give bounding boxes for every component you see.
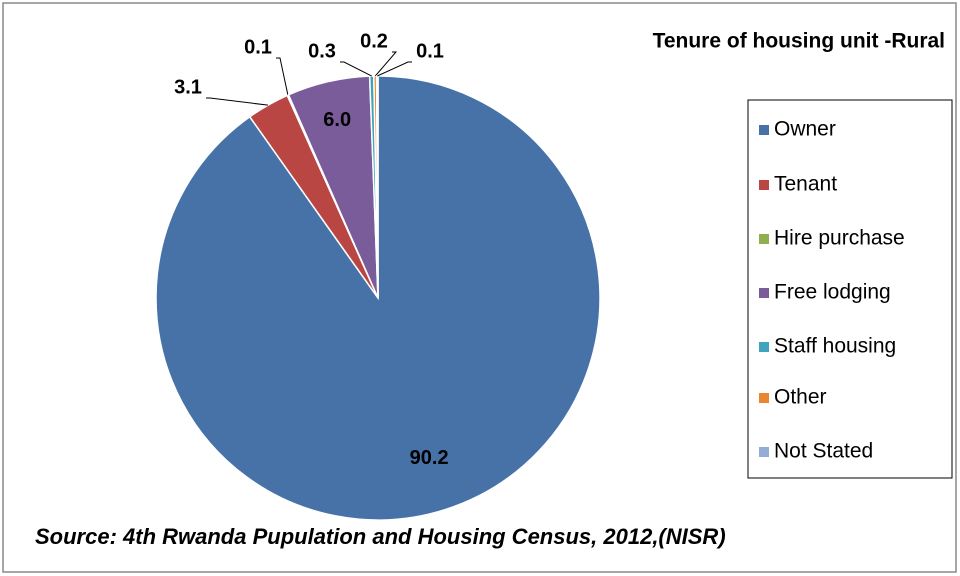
source-note: Source: 4th Rwanda Pupulation and Housin… [35,524,726,549]
legend-swatch [759,393,769,403]
legend-swatch [759,447,769,457]
data-label: 0.2 [360,30,388,52]
data-label: 0.1 [416,40,444,62]
leader-line [377,61,412,77]
legend-label: Free lodging [774,281,891,304]
leader-line [276,57,289,96]
legend-swatch [759,342,769,352]
legend-label: Owner [774,118,836,141]
leader-line [374,51,398,77]
pie-slice [155,75,601,521]
data-label: 3.1 [174,76,202,98]
legend-label: Staff housing [774,335,896,358]
data-label: 90.2 [410,447,449,469]
legend-label: Tenant [774,173,837,196]
legend-swatch [759,125,769,135]
legend-label: Other [774,386,827,409]
legend-swatch [759,180,769,190]
data-label: 0.1 [244,36,272,58]
data-label: 0.3 [308,40,336,62]
leader-line [206,97,269,106]
legend-swatch [759,234,769,244]
legend-label: Not Stated [774,440,873,463]
leader-line [340,61,372,77]
legend-swatch [759,288,769,298]
chart-title: Tenure of housing unit -Rural [653,30,945,53]
legend-box [747,99,953,479]
legend-label: Hire purchase [774,227,905,250]
data-label: 6.0 [323,109,351,131]
